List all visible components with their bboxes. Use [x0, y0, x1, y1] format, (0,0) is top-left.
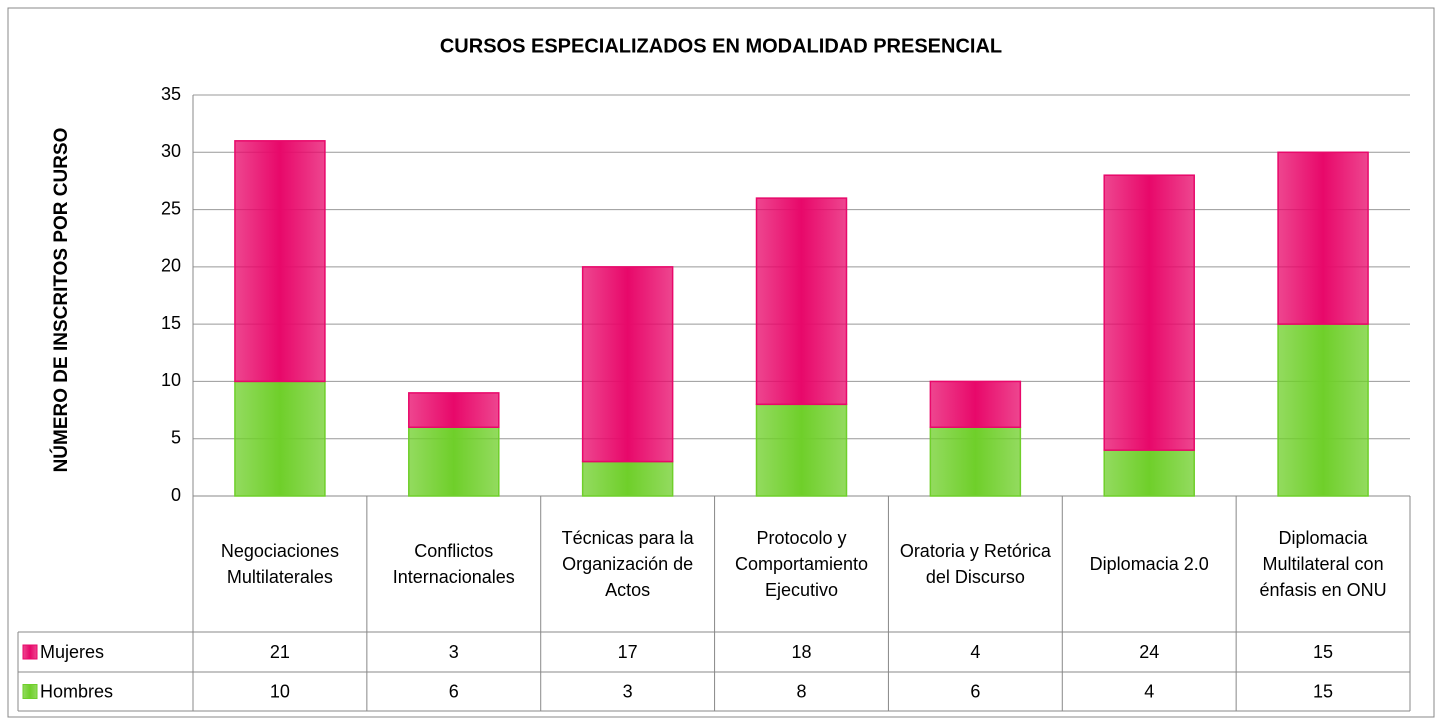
x-tick-label: Oratoria y Retórica del Discurso [899, 541, 1051, 587]
legend-label: Hombres [40, 681, 113, 701]
table-value: 6 [449, 681, 459, 701]
chart-title: CURSOS ESPECIALIZADOS EN MODALIDAD PRESE… [440, 35, 1002, 57]
category-cell: Oratoria y Retórica del Discurso [899, 541, 1051, 587]
category-cell: Diplomacia Multilateral con énfasis en O… [1259, 528, 1387, 600]
bar-segment [1277, 323, 1369, 497]
category-cell: Diplomacia 2.0 [1089, 554, 1209, 574]
y-axis-label: NÚMERO DE INSCRITOS POR CURSO [50, 128, 72, 473]
category-cell: Negociaciones Multilaterales [220, 541, 339, 587]
bar-segment [929, 426, 1022, 497]
bar-segment [408, 392, 500, 429]
table-value: 8 [796, 681, 806, 701]
y-tick-label: 0 [171, 485, 181, 505]
x-tick-label: Diplomacia Multilateral con énfasis en O… [1259, 528, 1387, 600]
category-cell: Protocolo y Comportamiento Ejecutivo [734, 528, 869, 600]
table-value: 6 [970, 681, 980, 701]
x-tick-label: Diplomacia 2.0 [1089, 554, 1209, 574]
table-value: 4 [1144, 681, 1154, 701]
y-tick-label: 25 [161, 198, 181, 218]
bar-segment [408, 426, 500, 497]
table-value: 24 [1139, 642, 1159, 662]
x-tick-label: Técnicas para la Organización de Actos [561, 528, 694, 600]
legend-label: Mujeres [40, 642, 104, 662]
legend-swatch [22, 684, 38, 699]
x-tick-label: Protocolo y Comportamiento Ejecutivo [734, 528, 869, 600]
bar-segment [1103, 174, 1195, 451]
table-value: 10 [270, 681, 290, 701]
bar-segment [1103, 449, 1195, 497]
table-value: 3 [623, 681, 633, 701]
table-value: 18 [791, 642, 811, 662]
bar-segment [581, 460, 674, 497]
bar-segment [581, 266, 674, 463]
table-value: 17 [618, 642, 638, 662]
bar-segment [929, 380, 1022, 429]
bar-segment [1277, 151, 1369, 325]
table-value: 15 [1313, 681, 1333, 701]
y-tick-label: 30 [161, 141, 181, 161]
category-cell: Conflictos Internacionales [392, 541, 515, 587]
category-cell: Técnicas para la Organización de Actos [561, 528, 694, 600]
legend-swatch [22, 644, 38, 660]
x-tick-label: Negociaciones Multilaterales [220, 541, 339, 587]
bar-segment [755, 403, 848, 497]
y-tick-label: 35 [161, 84, 181, 104]
bar-segment [755, 197, 848, 406]
table-value: 4 [970, 642, 980, 662]
bar-segment [234, 380, 326, 497]
y-tick-label: 20 [161, 256, 181, 276]
y-tick-label: 5 [171, 427, 181, 447]
table-value: 21 [270, 642, 290, 662]
y-tick-label: 10 [161, 370, 181, 390]
table-value: 3 [449, 642, 459, 662]
x-tick-label: Conflictos Internacionales [392, 541, 515, 587]
y-tick-label: 15 [161, 313, 181, 333]
table-value: 15 [1313, 642, 1333, 662]
bar-segment [234, 140, 326, 383]
